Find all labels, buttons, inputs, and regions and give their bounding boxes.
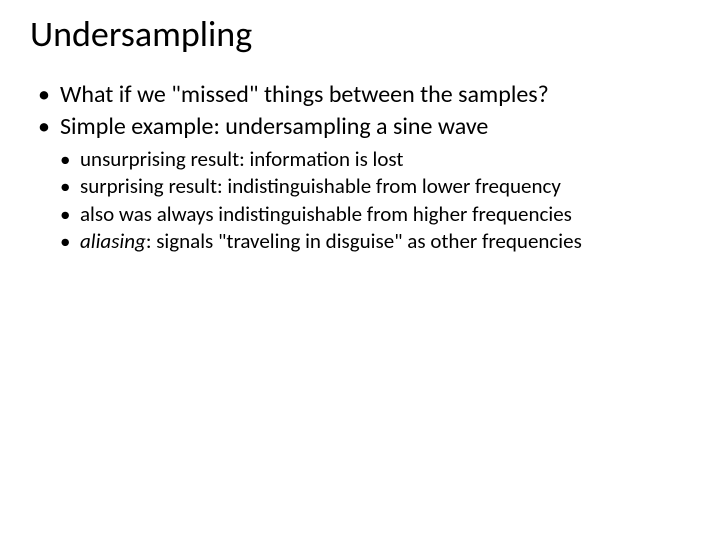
aliasing-term: aliasing <box>80 228 146 254</box>
slide-title: Undersampling <box>30 12 696 56</box>
list-item: also was always indistinguishable from h… <box>80 201 696 227</box>
list-item: surprising result: indistinguishable fro… <box>80 173 696 199</box>
list-item-aliasing: aliasing: signals "traveling in disguise… <box>80 228 696 254</box>
list-item: Simple example: undersampling a sine wav… <box>60 112 696 142</box>
slide-container: Undersampling What if we "missed" things… <box>0 0 720 540</box>
bullet-list-level2: unsurprising result: information is lost… <box>24 146 696 254</box>
bullet-list-level1: What if we "missed" things between the s… <box>24 80 696 142</box>
list-item: What if we "missed" things between the s… <box>60 80 696 110</box>
list-item: unsurprising result: information is lost <box>80 146 696 172</box>
aliasing-desc: : signals "traveling in disguise" as oth… <box>146 228 582 254</box>
